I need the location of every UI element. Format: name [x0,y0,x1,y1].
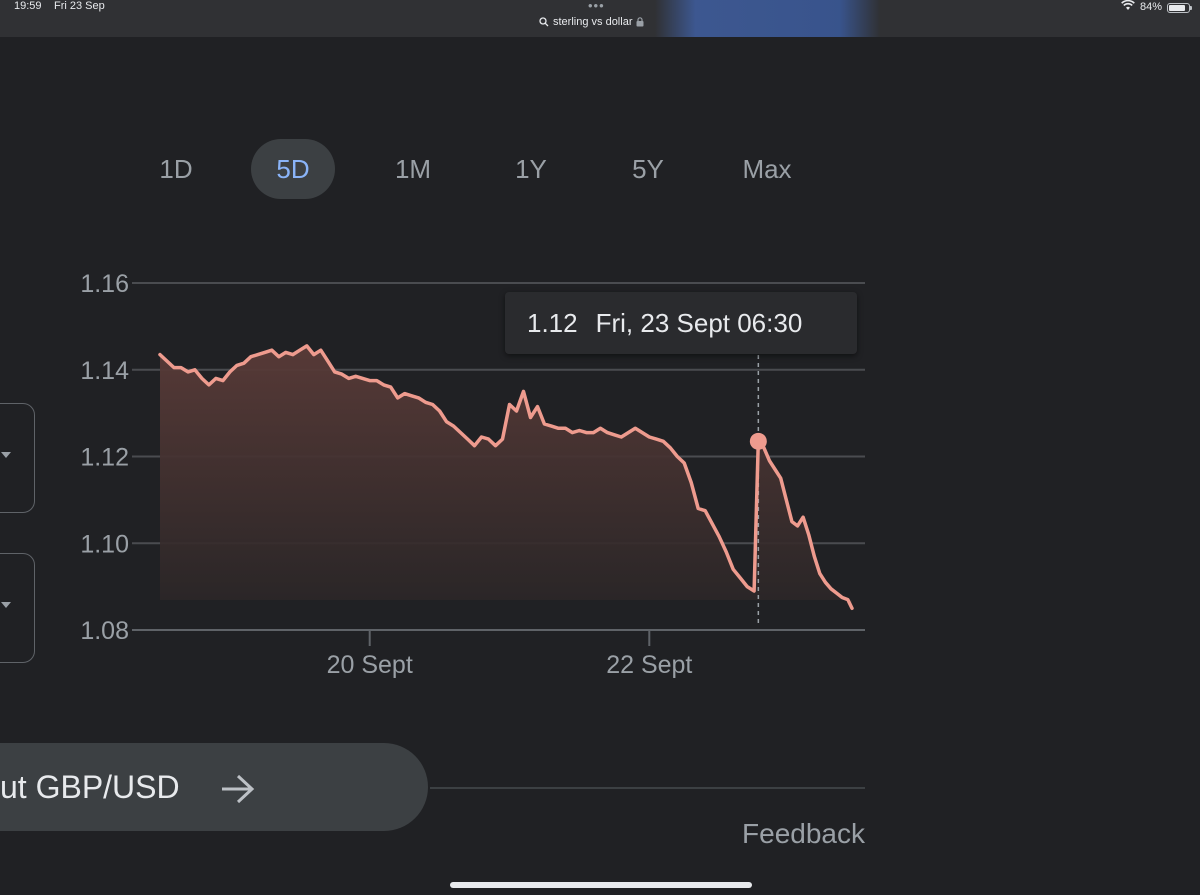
y-tick-label: 1.14 [80,357,129,385]
tab-5y[interactable]: 5Y [632,154,664,184]
wifi-icon [1121,0,1135,15]
status-bar-highlight [655,0,880,37]
address-bar[interactable]: sterling vs dollar [539,15,644,29]
feedback-link[interactable]: Feedback [742,818,865,849]
x-tick-label: 22 Sept [606,651,692,679]
status-bar: 19:59 Fri 23 Sep ••• sterling vs dollar … [0,0,1200,37]
caret-down-icon [1,602,11,608]
highlight-point [749,432,767,450]
y-tick-label: 1.10 [80,530,129,558]
status-right: 84% [1121,0,1192,15]
tab-1y[interactable]: 1Y [515,154,547,184]
price-area [160,345,852,609]
arrow-right-icon [218,771,258,812]
range-tabs: 1D 5D 1M 1Y 5Y Max [0,139,1200,199]
tooltip-timestamp: Fri, 23 Sept 06:30 [595,307,803,338]
status-time: 19:59 [14,0,42,12]
currency-dropdown-to[interactable] [0,553,35,663]
home-indicator[interactable] [450,882,752,888]
about-label: ut GBP/USD [0,769,180,805]
about-button[interactable]: ut GBP/USD [0,743,428,831]
x-axis: 20 Sept 22 Sept [327,630,692,679]
y-tick-label: 1.16 [80,270,129,298]
more-dots-icon[interactable]: ••• [588,0,605,13]
search-icon [539,17,549,27]
url-text: sterling vs dollar [553,16,633,28]
currency-dropdown-from[interactable] [0,403,35,513]
price-chart[interactable]: 1.16 1.14 1.12 1.10 1.08 20 Sept 22 Sept [0,260,900,690]
x-tick-label: 20 Sept [327,651,413,679]
tab-1d[interactable]: 1D [159,154,193,184]
tooltip-value: 1.12 [527,307,578,338]
tab-1m[interactable]: 1M [394,154,432,184]
battery-percent: 84% [1139,1,1162,13]
lock-icon [636,17,644,27]
tab-max[interactable]: Max [742,154,792,184]
chart-tooltip: 1.12 Fri, 23 Sept 06:30 [505,292,857,354]
price-line [158,344,854,611]
y-tick-label: 1.08 [80,617,129,645]
y-tick-label: 1.12 [80,444,129,472]
battery-icon [1167,2,1192,13]
divider [430,787,865,789]
tab-5d[interactable]: 5D [251,139,335,199]
status-date: Fri 23 Sep [54,0,105,12]
y-axis: 1.16 1.14 1.12 1.10 1.08 [80,270,129,645]
caret-down-icon [1,452,11,458]
